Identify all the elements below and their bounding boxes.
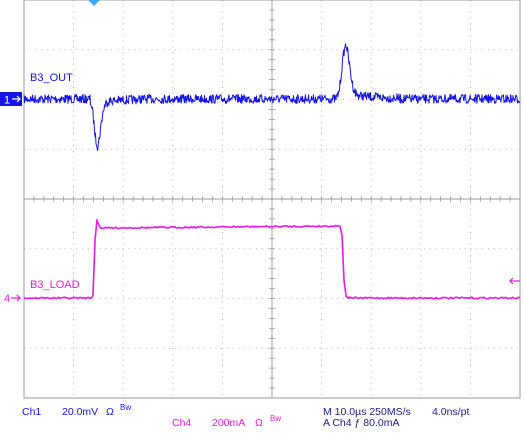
ch4-waveform	[23, 219, 521, 300]
ch4-readout-scale: 200mA	[212, 417, 246, 429]
ch1-ground-number: 1	[4, 95, 10, 107]
ch1-readout-scale: 20.0mV	[62, 406, 99, 418]
timebase-readout: M 10.0µs 250MS/s	[323, 406, 411, 418]
ch1-readout-bw: Bw	[120, 403, 132, 412]
scope-readout-panel: Ch1 20.0mV Ω Bw Ch4 200mA Ω Bw M 10.0µs …	[0, 402, 524, 440]
ch4-readout-name: Ch4	[172, 417, 192, 429]
ch4-trace-label: B3_LOAD	[30, 279, 80, 291]
ch1-trace-label: B3_OUT	[30, 72, 73, 84]
ch1-waveform	[23, 43, 521, 152]
ch1-readout-name: Ch1	[22, 406, 42, 418]
ch1-ground-marker[interactable]: 1	[0, 92, 22, 107]
ch4-ground-marker[interactable]: 4	[4, 293, 21, 305]
graticule-grid	[23, 0, 521, 399]
ch4-ground-number: 4	[4, 293, 10, 305]
ch4-readout-bw: Bw	[270, 414, 282, 423]
trigger-readout: A Ch4 ƒ 80.0mA	[323, 417, 400, 429]
ch4-readout-coupling: Ω	[255, 417, 263, 429]
ch1-readout-coupling: Ω	[106, 406, 114, 418]
trigger-level-marker[interactable]	[509, 277, 520, 285]
trigger-position-marker[interactable]	[88, 0, 100, 6]
resolution-readout: 4.0ns/pt	[432, 406, 470, 418]
